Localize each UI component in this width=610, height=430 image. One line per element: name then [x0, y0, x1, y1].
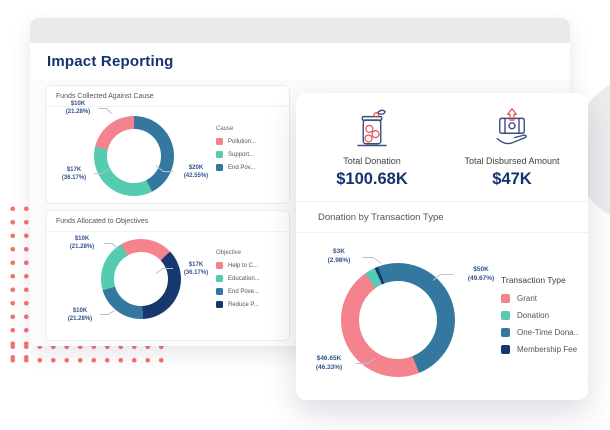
- legend-label: End Pove...: [228, 288, 260, 295]
- stat-value: $100.68K: [336, 170, 408, 188]
- legend-item[interactable]: Pollution...: [216, 138, 256, 145]
- legend-label: End Pov...: [228, 164, 256, 171]
- donation-jar-icon: [357, 109, 387, 147]
- transaction-section-title: Donation by Transaction Type: [296, 202, 588, 233]
- donut-label: $20K (42.55%): [183, 165, 209, 180]
- summary-panel: Total Donation $100.68K Total Disbursed …: [296, 93, 588, 400]
- total-disbursed-stat: Total Disbursed Amount $47K: [442, 107, 582, 189]
- legend-swatch: [216, 262, 223, 269]
- legend-label: Pollution...: [228, 138, 257, 145]
- donut-label: $10K (21.28%): [69, 236, 95, 251]
- callout-line: [441, 274, 453, 275]
- callout-line: [104, 243, 113, 244]
- funds-collected-title: Funds Collected Against Cause: [46, 86, 289, 107]
- legend-title: Transaction Type: [501, 275, 566, 285]
- legend-swatch: [216, 301, 223, 308]
- funds-allocated-title: Funds Allocated to Objectives: [46, 211, 289, 232]
- legend-swatch: [216, 164, 223, 171]
- legend-item[interactable]: Donation: [501, 311, 578, 320]
- donut-label: $17K (36.17%): [61, 167, 87, 182]
- transaction-type-legend: Transaction Type Grant Donation One-Time…: [501, 275, 578, 362]
- page-title: Impact Reporting: [47, 53, 174, 70]
- legend-swatch: [216, 275, 223, 282]
- legend-swatch: [501, 311, 510, 320]
- donut-label: $10K (21.28%): [67, 308, 93, 323]
- funds-allocated-card: Funds Allocated to Objectives $10K (21.28…: [45, 210, 290, 341]
- stat-value: $47K: [492, 170, 532, 188]
- callout-line: [100, 314, 109, 315]
- funds-allocated-legend: Objective Help to C... Education... End …: [216, 250, 260, 314]
- legend-title: Objective: [216, 250, 242, 256]
- donut-label: $10K (21.28%): [65, 101, 91, 116]
- funds-collected-donut-chart[interactable]: [94, 116, 174, 196]
- donut-label: $3K (2.98%): [327, 248, 351, 264]
- total-donation-stat: Total Donation $100.68K: [302, 107, 442, 189]
- hand-disburse-icon: [496, 108, 527, 145]
- callout-line: [372, 257, 382, 264]
- callout-line: [94, 173, 103, 174]
- funds-allocated-donut-chart[interactable]: [101, 239, 181, 319]
- legend-swatch: [501, 345, 510, 354]
- legend-title: Cause: [216, 126, 234, 132]
- legend-label: Grant: [517, 294, 538, 303]
- donut-label: $50K (49.67%): [467, 266, 495, 282]
- legend-item[interactable]: End Pov...: [216, 164, 256, 171]
- legend-item[interactable]: Membership Fee: [501, 345, 578, 354]
- donut-label: $46.65K (46.33%): [315, 355, 343, 371]
- transaction-type-donut-chart[interactable]: [341, 263, 455, 377]
- window-topbar: [30, 18, 570, 43]
- window-header: Impact Reporting: [30, 43, 570, 80]
- legend-label: Help to C...: [228, 262, 259, 269]
- legend-item[interactable]: Grant: [501, 294, 578, 303]
- stat-label: Total Disbursed Amount: [464, 156, 560, 166]
- legend-swatch: [216, 151, 223, 158]
- callout-line: [356, 363, 368, 364]
- dot-pattern-vertical: [4, 200, 31, 364]
- legend-label: Membership Fee: [517, 345, 578, 354]
- callout-line: [362, 257, 374, 258]
- legend-item[interactable]: Help to C...: [216, 262, 260, 269]
- funds-collected-card: Funds Collected Against Cause $10K (21.28…: [45, 85, 290, 204]
- callout-line: [163, 171, 173, 172]
- donut-label: $17K (36.17%): [183, 262, 209, 277]
- legend-label: Donation: [517, 311, 550, 320]
- legend-swatch: [216, 288, 223, 295]
- legend-item[interactable]: One-Time Dona..: [501, 328, 578, 337]
- funds-collected-legend: Cause Pollution... Support... End Pov...: [216, 126, 256, 177]
- callout-line: [105, 108, 113, 115]
- legend-swatch: [216, 138, 223, 145]
- callout-line: [107, 310, 116, 315]
- callout-line: [163, 268, 173, 269]
- legend-label: One-Time Dona..: [517, 328, 579, 337]
- legend-item[interactable]: Support...: [216, 151, 256, 158]
- legend-item[interactable]: Education...: [216, 275, 260, 282]
- callout-line: [98, 108, 107, 109]
- stat-label: Total Donation: [343, 156, 401, 166]
- legend-label: Education...: [228, 275, 260, 282]
- legend-swatch: [501, 294, 510, 303]
- stats-row: Total Donation $100.68K Total Disbursed …: [296, 93, 588, 202]
- legend-swatch: [501, 328, 510, 337]
- legend-item[interactable]: End Pove...: [216, 288, 260, 295]
- legend-label: Reduce P...: [228, 301, 259, 308]
- legend-item[interactable]: Reduce P...: [216, 301, 260, 308]
- legend-label: Support...: [228, 151, 255, 158]
